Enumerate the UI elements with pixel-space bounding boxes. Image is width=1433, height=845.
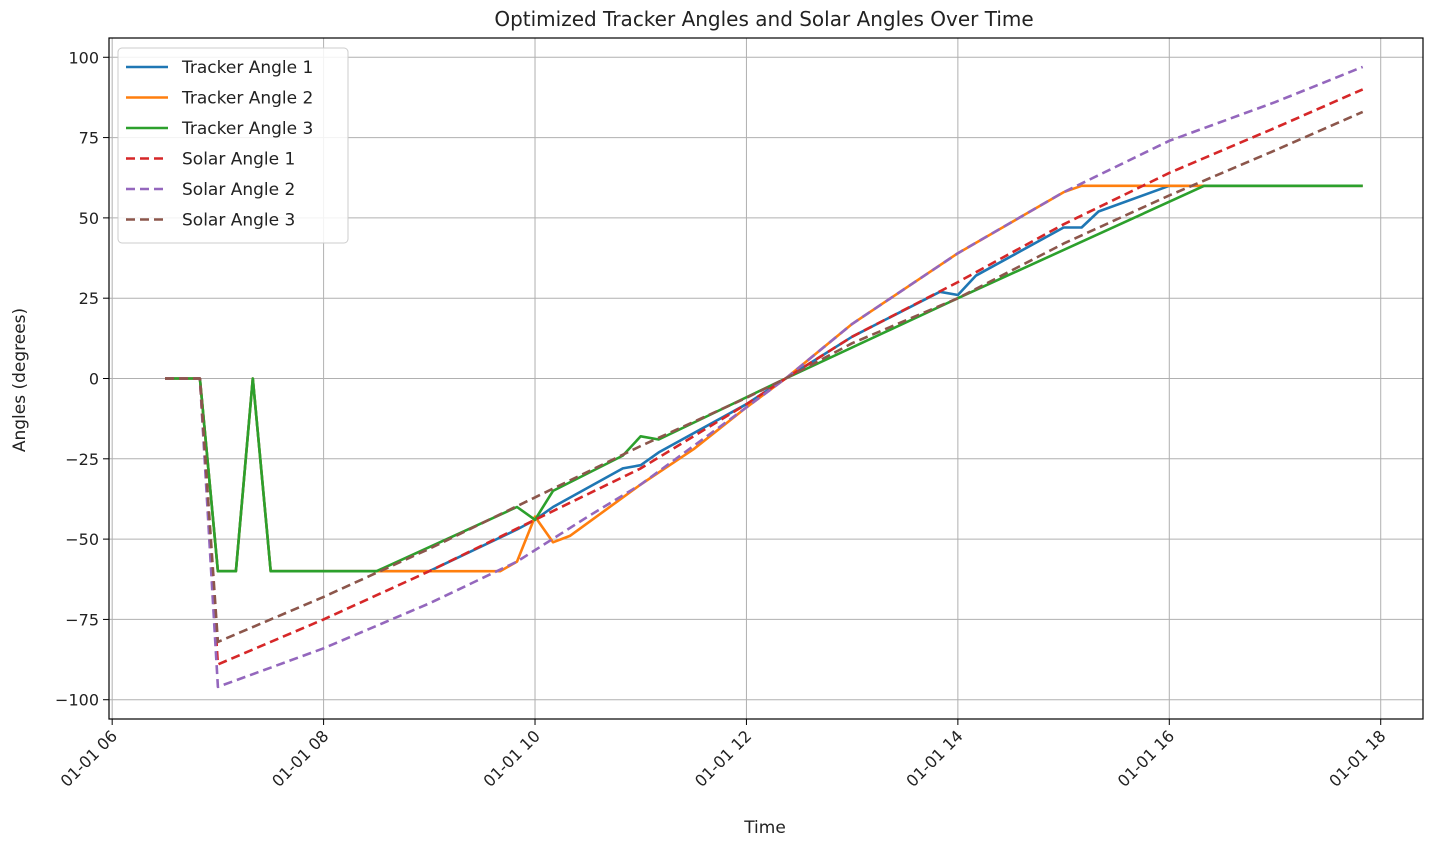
y-tick-label: 100 [68, 48, 99, 67]
series-line-4 [165, 88, 1364, 666]
y-axis-label: Angles (degrees) [10, 308, 30, 452]
legend-entry: Solar Angle 2 [182, 180, 295, 200]
y-tick-label: −25 [65, 450, 99, 469]
y-tick-label: −50 [65, 530, 99, 549]
series-lines [165, 65, 1364, 689]
legend-box [117, 47, 349, 244]
y-tick-label: −75 [65, 610, 99, 629]
legend-entry: Solar Angle 1 [182, 150, 295, 170]
legend-entry: Solar Angle 3 [182, 211, 295, 231]
series-line-5 [165, 65, 1364, 689]
y-axis: 100 75 50 25 0 −25 −50 −75 −100 [55, 48, 109, 710]
legend-entry: Tracker Angle 3 [181, 119, 313, 139]
x-tick-label: 01-01 12 [691, 726, 755, 790]
y-tick-label: −100 [55, 691, 99, 710]
x-tick-label: 01-01 18 [1325, 726, 1389, 790]
x-axis: 01-01 06 01-01 08 01-01 10 01-01 12 01-01 14… [57, 719, 1390, 791]
series-line-6 [165, 110, 1364, 644]
x-tick-label: 01-01 10 [480, 726, 544, 790]
chart-title: Optimized Tracker Angles and Solar Angle… [494, 7, 1033, 31]
x-axis-label: Time [743, 818, 786, 838]
y-tick-label: 75 [79, 129, 99, 148]
legend-entry: Tracker Angle 1 [181, 58, 313, 78]
x-tick-label: 01-01 16 [1114, 726, 1178, 790]
x-tick-label: 01-01 14 [902, 726, 966, 790]
y-tick-label: 25 [79, 289, 99, 308]
grid [109, 38, 1423, 719]
legend: Tracker Angle 1 Tracker Angle 2 Tracker An… [117, 47, 349, 244]
legend-entry: Tracker Angle 2 [181, 89, 313, 109]
x-tick-label: 01-01 08 [268, 726, 332, 790]
y-tick-label: 0 [89, 370, 99, 389]
y-tick-label: 50 [79, 209, 99, 228]
x-tick-label: 01-01 06 [57, 726, 121, 790]
series-line-3 [165, 184, 1363, 573]
